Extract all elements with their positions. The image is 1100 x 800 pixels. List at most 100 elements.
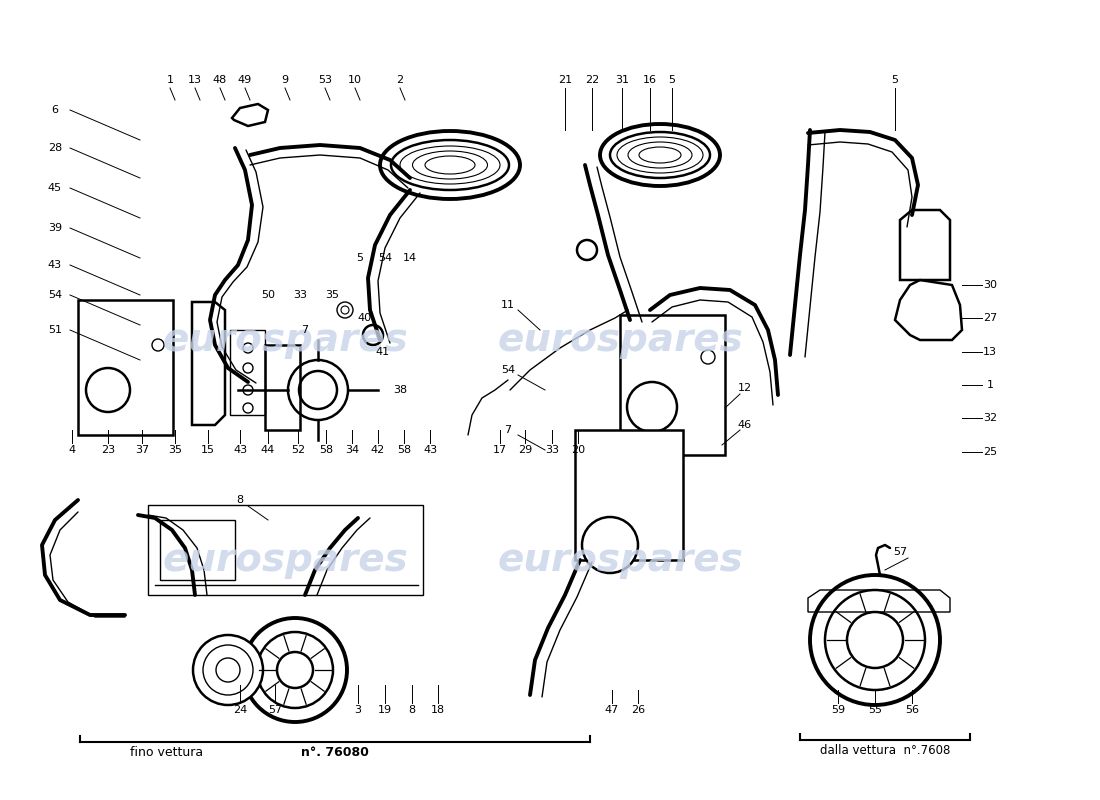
FancyBboxPatch shape [620,315,725,455]
Text: 57: 57 [268,705,282,715]
Ellipse shape [379,131,520,199]
FancyBboxPatch shape [575,430,683,560]
Text: 41: 41 [375,347,389,357]
Circle shape [243,343,253,353]
Text: 24: 24 [233,705,248,715]
Text: 13: 13 [188,75,202,85]
Text: 53: 53 [318,75,332,85]
Text: 47: 47 [605,705,619,715]
Circle shape [337,302,353,318]
Text: n°. 76080: n°. 76080 [301,746,368,758]
Text: 51: 51 [48,325,62,335]
Text: eurospares: eurospares [497,541,742,579]
Text: 25: 25 [983,447,997,457]
FancyBboxPatch shape [78,300,173,435]
Circle shape [216,658,240,682]
Text: 21: 21 [558,75,572,85]
Circle shape [701,350,715,364]
Text: 20: 20 [571,445,585,455]
Text: eurospares: eurospares [497,321,742,359]
Text: 33: 33 [293,290,307,300]
Text: eurospares: eurospares [162,541,408,579]
Circle shape [243,363,253,373]
Text: 17: 17 [493,445,507,455]
Text: 44: 44 [261,445,275,455]
FancyBboxPatch shape [160,520,235,580]
Ellipse shape [288,360,348,420]
Text: 31: 31 [615,75,629,85]
Text: 26: 26 [631,705,645,715]
Text: 13: 13 [983,347,997,357]
Text: 42: 42 [371,445,385,455]
Text: 57: 57 [893,547,907,557]
Text: 38: 38 [393,385,407,395]
Text: 27: 27 [983,313,997,323]
Text: 1: 1 [166,75,174,85]
Text: 14: 14 [403,253,417,263]
Text: 8: 8 [408,705,416,715]
Text: 16: 16 [644,75,657,85]
Text: 55: 55 [868,705,882,715]
Text: 43: 43 [422,445,437,455]
Text: 3: 3 [354,705,362,715]
Circle shape [810,575,940,705]
Circle shape [257,632,333,708]
Text: 7: 7 [505,425,512,435]
Text: 54: 54 [500,365,515,375]
Text: 19: 19 [378,705,392,715]
Circle shape [847,612,903,668]
Text: 54: 54 [48,290,62,300]
Text: 29: 29 [518,445,532,455]
Ellipse shape [299,371,337,409]
Circle shape [243,403,253,413]
Text: 11: 11 [500,300,515,310]
Text: 6: 6 [52,105,58,115]
Ellipse shape [610,132,710,178]
Text: 58: 58 [319,445,333,455]
Text: 30: 30 [983,280,997,290]
Text: 59: 59 [830,705,845,715]
Text: 43: 43 [233,445,248,455]
Text: dalla vettura  n°.7608: dalla vettura n°.7608 [820,743,950,757]
Text: 15: 15 [201,445,214,455]
Text: 18: 18 [431,705,446,715]
Text: 9: 9 [282,75,288,85]
Circle shape [243,618,346,722]
Ellipse shape [600,124,720,186]
Text: 32: 32 [983,413,997,423]
Text: 12: 12 [738,383,752,393]
Text: 46: 46 [738,420,752,430]
Text: 7: 7 [301,325,309,335]
Circle shape [152,339,164,351]
Text: fino vettura: fino vettura [130,746,204,758]
Text: 50: 50 [261,290,275,300]
Text: 52: 52 [290,445,305,455]
Text: 54: 54 [378,253,392,263]
Text: 58: 58 [397,445,411,455]
Text: eurospares: eurospares [162,321,408,359]
Text: 1: 1 [987,380,993,390]
Text: 40: 40 [358,313,372,323]
Text: 35: 35 [168,445,182,455]
Circle shape [243,385,253,395]
Text: 8: 8 [236,495,243,505]
Text: 48: 48 [213,75,227,85]
Text: 5: 5 [356,253,363,263]
Circle shape [86,368,130,412]
Text: 43: 43 [48,260,62,270]
Circle shape [363,325,383,345]
Circle shape [825,590,925,690]
Text: 56: 56 [905,705,918,715]
Text: 37: 37 [135,445,150,455]
Ellipse shape [390,140,509,190]
Circle shape [277,652,313,688]
Circle shape [192,635,263,705]
Text: 22: 22 [585,75,600,85]
Text: 5: 5 [891,75,899,85]
Text: 23: 23 [101,445,116,455]
Text: 34: 34 [345,445,359,455]
Text: 4: 4 [68,445,76,455]
Text: 28: 28 [48,143,62,153]
Text: 35: 35 [324,290,339,300]
Text: 45: 45 [48,183,62,193]
